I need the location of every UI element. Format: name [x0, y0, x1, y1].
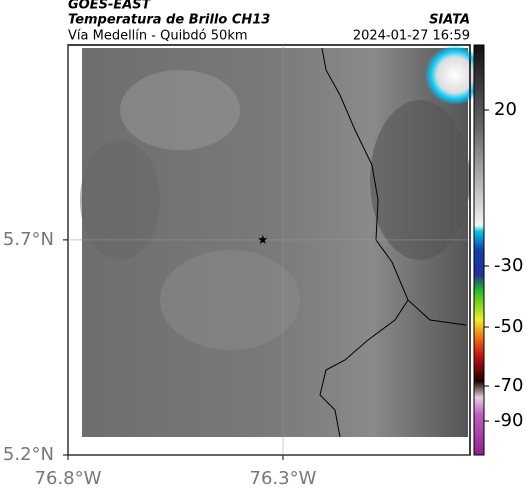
title: GOES-EAST — [68, 0, 152, 13]
datetime: 2024-01-27 16:59 — [353, 29, 470, 44]
colorbar-tick-label: -50 — [494, 316, 523, 337]
lat-tick-label: 5.7°N — [3, 229, 54, 250]
colorbar — [473, 44, 485, 456]
location: Vía Medellín - Quibdó 50km — [68, 29, 248, 44]
colorbar-tick-label: -30 — [494, 255, 523, 276]
colorbar-tick-label: -90 — [494, 410, 523, 431]
subtitle: Temperatura de Brillo CH13 — [68, 13, 270, 28]
lat-tick-label: 5.2°N — [3, 444, 54, 465]
lon-tick-label: 76.8°W — [35, 468, 102, 489]
axes: 76.8°W 76.3°W 5.7°N 5.2°N 20 -30 -50 -70 -90 — [3, 45, 523, 489]
colorbar-tick-label: -70 — [494, 375, 523, 396]
location-marker — [258, 234, 268, 244]
colorbar-tick-label: 20 — [494, 99, 517, 120]
source: SIATA — [429, 13, 470, 28]
lon-tick-label: 76.3°W — [250, 468, 317, 489]
